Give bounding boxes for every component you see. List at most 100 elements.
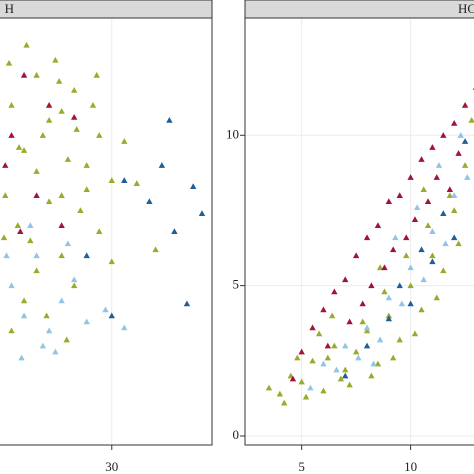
x-tick-label: 10: [404, 459, 417, 474]
point: [58, 108, 65, 114]
point: [461, 162, 469, 168]
point: [58, 192, 65, 198]
point: [23, 41, 30, 48]
point: [320, 306, 327, 313]
point: [45, 117, 53, 123]
y-tick-label: 5: [233, 277, 240, 292]
point: [451, 192, 458, 198]
point: [392, 234, 399, 241]
point: [146, 198, 153, 204]
point: [108, 177, 115, 183]
point: [429, 144, 436, 150]
point: [265, 384, 273, 391]
point: [376, 336, 384, 343]
point: [433, 294, 440, 301]
point: [121, 138, 128, 144]
panel: [0, 18, 212, 445]
point: [385, 198, 393, 204]
point: [190, 183, 197, 189]
point: [328, 312, 336, 319]
point: [363, 324, 371, 331]
point: [442, 240, 449, 247]
point: [352, 348, 360, 355]
point: [70, 282, 78, 289]
point: [333, 366, 340, 373]
point: [424, 198, 432, 204]
point: [368, 282, 375, 289]
point: [320, 360, 327, 367]
y-tick-label: 10: [226, 126, 239, 141]
point: [55, 77, 63, 84]
point: [14, 222, 21, 229]
point: [43, 312, 50, 319]
point: [171, 228, 178, 235]
point: [63, 336, 70, 343]
point: [342, 342, 349, 349]
point: [93, 71, 100, 78]
point: [294, 354, 301, 361]
point: [396, 192, 403, 198]
strip-label: H: [5, 1, 14, 16]
point: [411, 216, 419, 223]
point: [58, 252, 65, 259]
point: [385, 315, 393, 322]
point: [45, 327, 53, 334]
y-tick-label: 0: [233, 427, 240, 442]
point: [352, 252, 360, 259]
point: [420, 276, 427, 283]
point: [108, 258, 115, 265]
point: [429, 258, 436, 265]
strip-label: HC: [458, 1, 474, 16]
point: [359, 318, 366, 325]
point: [363, 342, 371, 349]
point: [381, 264, 388, 271]
point: [96, 132, 103, 138]
point: [45, 102, 53, 108]
point: [33, 168, 40, 174]
point: [455, 150, 462, 156]
point: [302, 393, 310, 400]
point: [8, 327, 15, 334]
point: [89, 102, 97, 108]
point: [435, 162, 443, 168]
point: [73, 126, 80, 132]
point: [2, 162, 9, 168]
point: [58, 297, 65, 304]
point: [407, 174, 414, 180]
point: [121, 177, 128, 183]
point: [385, 312, 393, 319]
point: [376, 264, 384, 271]
point: [0, 234, 8, 241]
point: [370, 360, 377, 367]
point: [315, 330, 323, 337]
point: [429, 228, 436, 235]
point: [374, 360, 382, 367]
x-tick-label: 5: [298, 459, 305, 474]
point: [83, 252, 90, 259]
strip: [244, 0, 474, 19]
point: [324, 342, 332, 349]
point: [58, 222, 65, 229]
point: [83, 186, 90, 192]
point: [198, 210, 206, 217]
point: [8, 102, 15, 108]
point: [96, 228, 103, 235]
point: [359, 300, 366, 307]
point: [455, 240, 462, 247]
point: [446, 186, 454, 192]
point: [331, 342, 338, 349]
point: [396, 336, 403, 343]
point: [33, 71, 40, 78]
point: [20, 297, 28, 304]
point: [451, 207, 458, 214]
point: [407, 282, 414, 289]
point: [451, 234, 458, 241]
point: [45, 198, 53, 204]
point: [440, 267, 447, 274]
point: [289, 375, 297, 382]
point: [461, 102, 469, 108]
point: [3, 252, 10, 259]
point: [446, 192, 454, 198]
point: [152, 246, 159, 253]
point: [464, 174, 471, 180]
